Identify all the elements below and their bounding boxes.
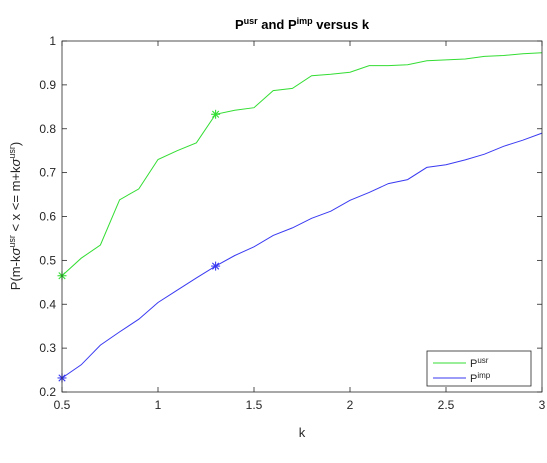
title-p1-sup: usr [244, 16, 259, 26]
y-tick-label: 0.6 [39, 210, 56, 224]
series-line-usr [61, 52, 543, 277]
legend-usr-sup: usr [477, 356, 488, 365]
y-tick-label: 0.8 [39, 122, 56, 136]
x-tick-label: 0.5 [54, 398, 71, 412]
chart-title: Pusr and Pimp versus k [235, 16, 370, 32]
title-p2-sup: imp [297, 16, 314, 26]
series-marker-imp [211, 261, 221, 271]
ylabel-d: < x <= m+k [8, 166, 23, 235]
x-tick-label: 1 [155, 398, 162, 412]
ylabel-e: σ [8, 158, 23, 167]
y-tick-label: 1 [49, 34, 56, 48]
ylabel-b: σ [8, 247, 23, 256]
title-p1: P [235, 17, 244, 32]
legend-imp-name: P [470, 373, 477, 385]
legend-label-imp: Pimp [470, 371, 491, 385]
plot-area [62, 41, 542, 392]
x-tick-label: 3 [539, 398, 546, 412]
x-axis-label: k [299, 425, 306, 440]
ylabel-a: P(m-k [8, 255, 23, 290]
ylabel-f: usr [7, 146, 17, 159]
legend-box [426, 350, 532, 387]
y-tick-label: 0.9 [39, 78, 56, 92]
legend: Pusr Pimp [426, 350, 532, 387]
x-tick-label: 1.5 [246, 398, 263, 412]
y-axis-label: P(m-kσusr < x <= m+kσusr) [7, 142, 23, 290]
ylabel-c: usr [7, 235, 17, 248]
legend-imp-sup: imp [477, 371, 490, 380]
ylabel-g: ) [8, 142, 23, 146]
ticks-layer: 0.5 1 1.5 2 2.5 3 0.2 0.3 0.4 0.5 0.6 0.7 0.8 0.9 1 [39, 34, 545, 412]
y-tick-label: 0.5 [39, 253, 56, 267]
title-end: versus k [313, 17, 370, 32]
legend-label-usr: Pusr [470, 356, 489, 370]
y-tick-label: 0.2 [39, 385, 56, 399]
series-marker-usr [211, 109, 221, 119]
y-tick-label: 0.4 [39, 297, 56, 311]
y-tick-label: 0.7 [39, 166, 56, 180]
y-tick-label: 0.3 [39, 341, 56, 355]
series-line-imp [61, 132, 543, 379]
x-tick-label: 2 [347, 398, 354, 412]
legend-usr-name: P [470, 358, 477, 370]
title-mid: and P [258, 17, 297, 32]
x-tick-label: 2.5 [438, 398, 455, 412]
